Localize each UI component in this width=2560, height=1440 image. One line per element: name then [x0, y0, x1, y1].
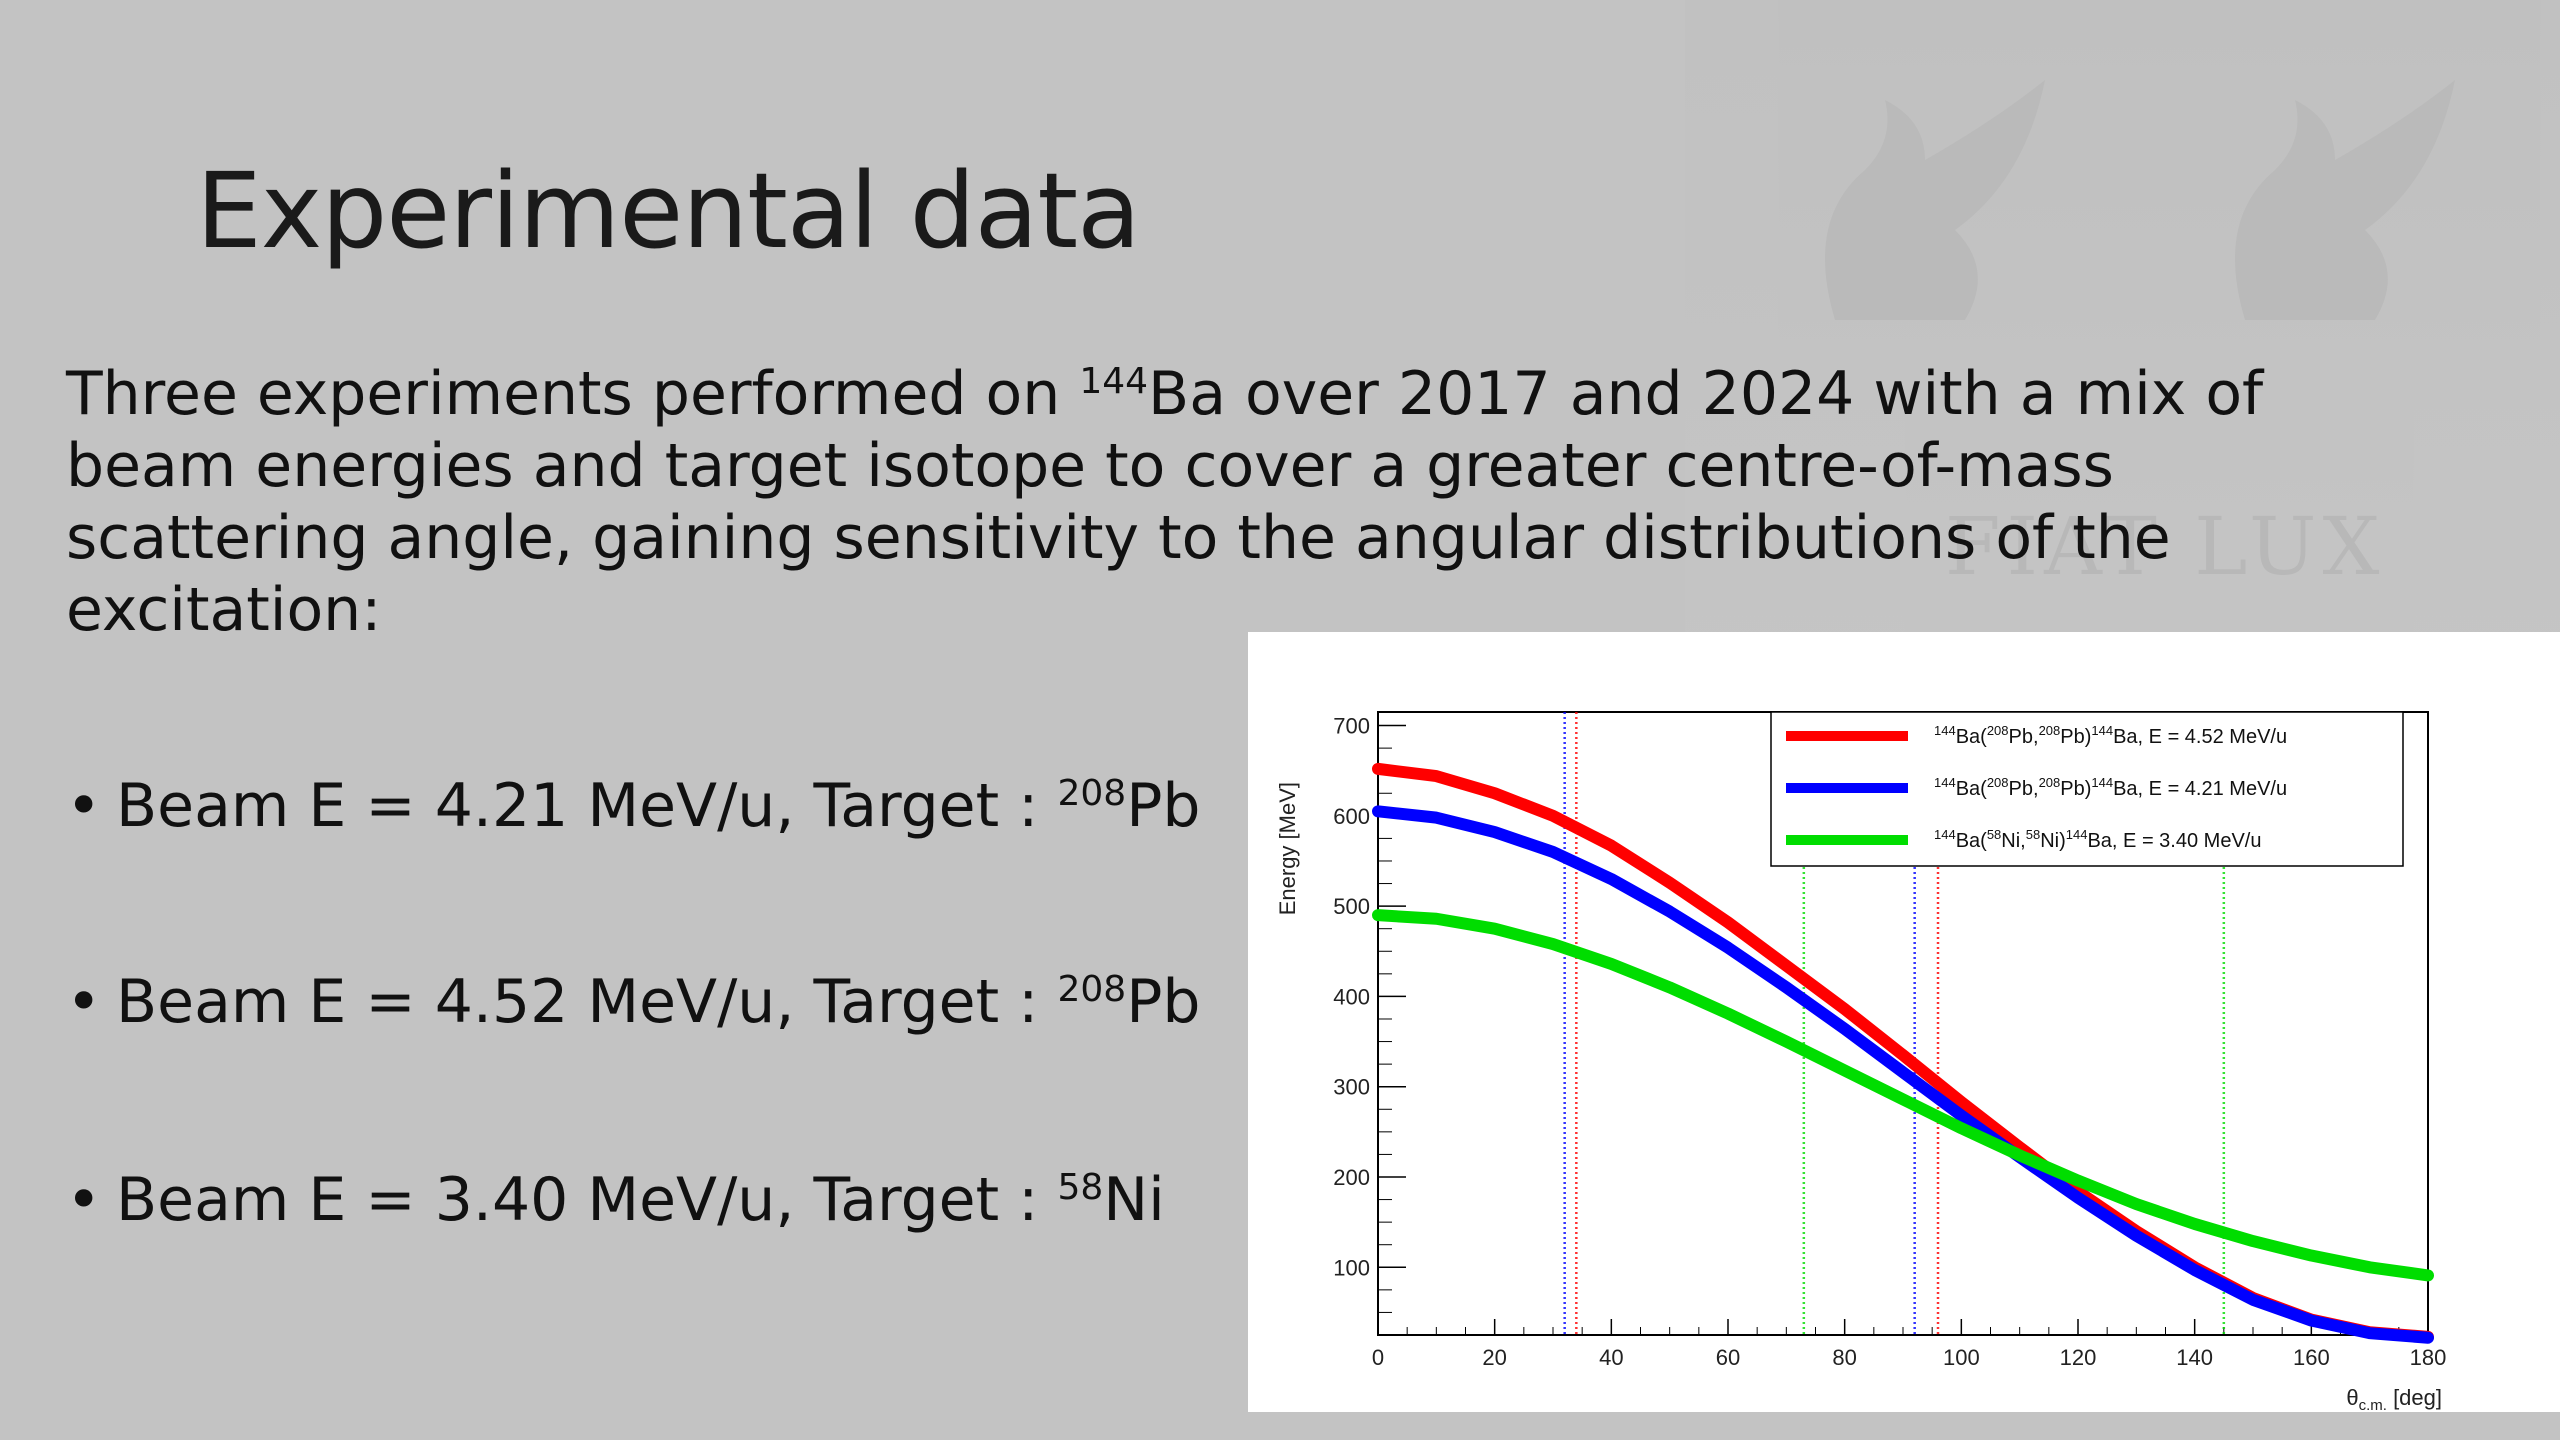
bullet-item-1: • Beam E = 4.21 MeV/u, Target : 208Pb: [66, 770, 1200, 842]
bullet-marker: •: [66, 771, 102, 841]
watermark-motto: FIAT LUX: [1945, 500, 2386, 593]
isotope-mass-number: 144: [1079, 361, 1149, 402]
y-tick-label: 700: [1333, 714, 1370, 739]
energy-vs-angle-chart: 0 20 40 60 80 100 120 140 160 180 100 200 300 400 500 6…: [1248, 632, 2560, 1412]
target-element: Pb: [1126, 967, 1201, 1037]
intro-paragraph: Three experiments performed on 144Ba ove…: [66, 358, 2266, 646]
bullet-text: Beam E = 4.52 MeV/u, Target :: [116, 967, 1058, 1037]
intro-text-start: Three experiments performed on: [66, 359, 1080, 429]
background-crest-watermark: FIAT LUX: [1685, 0, 2560, 640]
bullet-item-3: • Beam E = 3.40 MeV/u, Target : 58Ni: [66, 1164, 1165, 1236]
target-mass-number: 208: [1057, 773, 1127, 814]
series-line-2: [1372, 805, 2434, 1344]
y-tick-label: 100: [1333, 1255, 1370, 1280]
bullet-marker: •: [66, 1165, 102, 1235]
series-line-3: [1372, 909, 2434, 1282]
bullet-marker: •: [66, 967, 102, 1037]
y-axis-label: Energy [MeV]: [1275, 782, 1300, 915]
bullet-text: Beam E = 3.40 MeV/u, Target :: [116, 1165, 1058, 1235]
y-tick-label: 200: [1333, 1165, 1370, 1190]
y-tick-label: 600: [1333, 804, 1370, 829]
y-tick-label: 500: [1333, 894, 1370, 919]
x-tick-label: 160: [2293, 1345, 2330, 1370]
x-tick-label: 40: [1599, 1345, 1623, 1370]
x-tick-label: 60: [1716, 1345, 1740, 1370]
chart-svg: 0 20 40 60 80 100 120 140 160 180 100 200 300 400 500 6…: [1275, 711, 2447, 1412]
bullet-text: Beam E = 4.21 MeV/u, Target :: [116, 771, 1058, 841]
y-tick-label: 400: [1333, 984, 1370, 1009]
intro-text-rest: Ba over 2017 and 2024 with a mix of beam…: [66, 359, 2264, 645]
legend-label-2: 144Ba(208Pb,208Pb)144Ba, E = 4.21 MeV/u: [1934, 775, 2287, 800]
x-tick-label: 20: [1482, 1345, 1506, 1370]
y-tick-label: 300: [1333, 1075, 1370, 1100]
x-tick-label: 0: [1372, 1345, 1384, 1370]
x-tick-label: 100: [1943, 1345, 1980, 1370]
target-element: Pb: [1126, 771, 1201, 841]
x-axis-label: θc.m. [deg]: [2346, 1385, 2442, 1412]
x-tick-label: 180: [2410, 1345, 2447, 1370]
x-tick-label: 140: [2176, 1345, 2213, 1370]
bullet-item-2: • Beam E = 4.52 MeV/u, Target : 208Pb: [66, 966, 1200, 1038]
target-element: Ni: [1103, 1165, 1165, 1235]
x-tick-label: 80: [1832, 1345, 1856, 1370]
pelican-icon: [2235, 80, 2455, 320]
slide-title: Experimental data: [196, 150, 1141, 272]
target-mass-number: 58: [1057, 1167, 1104, 1208]
legend-label-3: 144Ba(58Ni,58Ni)144Ba, E = 3.40 MeV/u: [1934, 827, 2261, 852]
legend-label-1: 144Ba(208Pb,208Pb)144Ba, E = 4.52 MeV/u: [1934, 723, 2287, 748]
x-tick-label: 120: [2060, 1345, 2097, 1370]
target-mass-number: 208: [1057, 969, 1127, 1010]
pelican-icon: [1825, 80, 2045, 320]
